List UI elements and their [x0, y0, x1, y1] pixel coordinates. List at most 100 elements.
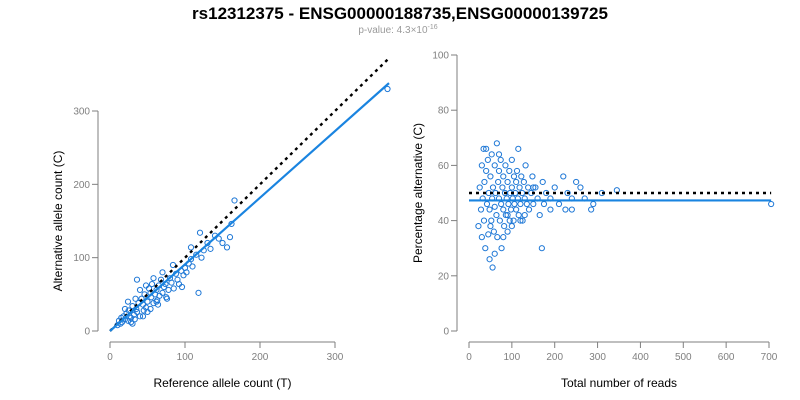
y-axis-label: Alternative allele count (C)	[51, 151, 65, 292]
data-point	[497, 156, 504, 163]
data-point	[478, 162, 485, 169]
data-point	[536, 211, 543, 219]
data-point	[226, 234, 234, 241]
data-point	[502, 211, 509, 219]
data-point	[495, 151, 503, 158]
data-point	[124, 298, 132, 305]
data-point	[231, 197, 238, 204]
y-tick-label: 0	[443, 327, 449, 338]
data-point	[529, 173, 536, 180]
data-point	[491, 250, 498, 257]
data-point	[513, 167, 521, 175]
y-tick-label: 100	[73, 253, 90, 264]
data-point	[516, 184, 523, 191]
data-point	[153, 298, 160, 305]
data-point	[165, 286, 172, 294]
data-point	[532, 184, 539, 191]
data-point	[510, 217, 517, 224]
data-point	[538, 245, 545, 252]
data-point	[129, 320, 136, 327]
data-point	[490, 228, 497, 235]
x-tick-label: 600	[718, 352, 735, 363]
data-point	[187, 244, 195, 251]
data-point	[487, 223, 494, 230]
data-point	[577, 184, 584, 191]
y-tick-label: 60	[438, 161, 450, 172]
data-point	[480, 217, 488, 224]
data-point	[384, 85, 391, 93]
data-point	[517, 217, 524, 224]
data-point	[498, 245, 505, 252]
chart-subtitle: p-value: 4.3×10-16	[358, 24, 437, 36]
data-point	[481, 178, 488, 186]
x-tick-label: 300	[327, 352, 344, 363]
x-tick-label: 200	[252, 352, 269, 363]
data-point	[488, 151, 495, 158]
x-tick-label: 100	[177, 352, 194, 363]
data-point	[133, 276, 141, 283]
x-axis-label: Reference allele count (T)	[153, 376, 291, 390]
data-point	[508, 156, 515, 163]
data-point	[487, 173, 494, 180]
data-point	[508, 223, 515, 230]
data-point	[539, 178, 546, 186]
data-point	[521, 211, 528, 219]
data-point	[219, 239, 226, 247]
data-point	[506, 167, 513, 175]
data-point	[495, 167, 503, 175]
data-point	[187, 256, 195, 263]
data-point	[489, 184, 497, 191]
data-point	[183, 269, 190, 276]
data-point	[170, 285, 177, 292]
data-point	[159, 289, 166, 296]
data-point	[480, 145, 487, 152]
data-point	[515, 145, 522, 152]
data-point	[508, 184, 515, 191]
data-point	[491, 162, 498, 169]
data-point	[502, 162, 509, 169]
data-point	[494, 234, 501, 241]
data-point	[551, 184, 558, 191]
data-point	[540, 200, 548, 208]
x-tick-label: 300	[589, 352, 606, 363]
data-point	[195, 289, 202, 296]
data-point	[530, 184, 537, 191]
data-point	[154, 301, 162, 308]
data-point	[504, 211, 511, 219]
y-tick-label: 40	[438, 216, 450, 227]
data-point	[133, 308, 141, 316]
data-point	[499, 184, 506, 191]
x-tick-label: 400	[632, 352, 649, 363]
data-point	[178, 283, 186, 291]
data-point	[223, 244, 231, 251]
data-point	[477, 206, 485, 213]
data-point	[488, 217, 495, 224]
data-point	[520, 178, 527, 186]
data-point	[564, 189, 571, 197]
y-tick-label: 20	[438, 271, 450, 282]
data-point	[513, 178, 520, 186]
data-point	[525, 184, 532, 191]
data-point	[193, 251, 200, 258]
data-point	[142, 282, 150, 289]
data-point	[198, 254, 205, 261]
data-point	[476, 184, 483, 191]
data-point	[141, 291, 148, 298]
data-point	[495, 178, 502, 186]
data-point	[498, 200, 505, 208]
data-point	[150, 275, 157, 282]
data-point	[485, 231, 492, 238]
data-point	[555, 200, 563, 208]
x-tick-label: 0	[107, 352, 113, 363]
data-point	[547, 206, 554, 213]
data-point	[523, 200, 530, 208]
data-point	[517, 200, 524, 208]
data-point	[504, 228, 511, 235]
data-point	[507, 206, 515, 213]
data-point	[506, 217, 513, 224]
data-point	[513, 206, 520, 213]
data-point	[189, 263, 196, 270]
data-point	[515, 211, 522, 219]
